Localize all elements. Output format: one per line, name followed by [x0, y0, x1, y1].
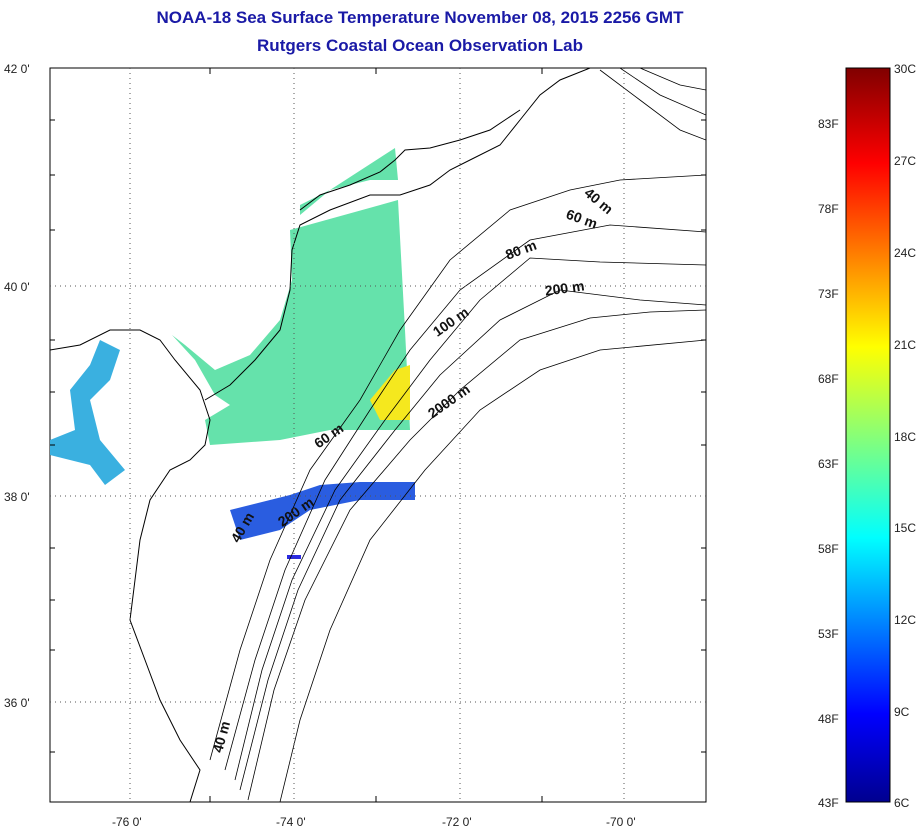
lon-label-70: -70 0' — [606, 815, 636, 829]
colorbar — [845, 67, 891, 803]
sst-swath-chesapeake — [50, 340, 125, 485]
cb-c-18: 18C — [894, 430, 916, 444]
lon-label-74: -74 0' — [276, 815, 306, 829]
cb-f-48: 48F — [818, 712, 839, 726]
contour-2000m — [279, 339, 706, 802]
cb-c-9: 9C — [894, 705, 910, 719]
lat-label-38: 38 0' — [4, 490, 30, 504]
cb-f-63: 63F — [818, 457, 839, 471]
cb-c-15: 15C — [894, 521, 916, 535]
lat-label-42: 42 0' — [4, 62, 30, 76]
cb-f-73: 73F — [818, 287, 839, 301]
coastline — [50, 68, 591, 802]
sst-swath-north — [300, 148, 398, 215]
contour-80m — [234, 257, 706, 781]
contour-shelf-north — [599, 68, 706, 141]
cb-f-58: 58F — [818, 542, 839, 556]
cb-c-24: 24C — [894, 246, 916, 260]
contour-100m — [239, 289, 706, 791]
map-frame — [49, 67, 707, 803]
sst-warm-patch — [370, 365, 410, 420]
contour-label-200m: 200 m — [544, 277, 586, 298]
contour-200m — [247, 309, 706, 801]
cb-f-78: 78F — [818, 202, 839, 216]
cb-f-43: 43F — [818, 796, 839, 810]
lon-label-76: -76 0' — [112, 815, 142, 829]
contour-40m — [209, 174, 706, 761]
colorbar-fahrenheit-labels: 83F 78F 73F 68F 63F 58F 53F 48F 43F — [818, 117, 839, 810]
lat-label-36: 36 0' — [4, 696, 30, 710]
lon-label-72: -72 0' — [442, 815, 472, 829]
cb-c-12: 12C — [894, 613, 916, 627]
contour-label-40m-far-south: 40 m — [209, 719, 233, 754]
map-subtitle: Rutgers Coastal Ocean Observation Lab — [257, 36, 583, 55]
cb-f-53: 53F — [818, 627, 839, 641]
sst-fragment — [287, 555, 301, 559]
map-title: NOAA-18 Sea Surface Temperature November… — [156, 8, 684, 27]
cb-c-30: 30C — [894, 62, 916, 76]
lat-label-40: 40 0' — [4, 280, 30, 294]
sst-swath-south — [230, 482, 415, 540]
cb-f-83: 83F — [818, 117, 839, 131]
contour-60m — [224, 224, 706, 771]
cb-c-21: 21C — [894, 338, 916, 352]
cb-c-6: 6C — [894, 796, 910, 810]
cb-c-27: 27C — [894, 154, 916, 168]
colorbar-celsius-labels: 30C 27C 24C 21C 18C 15C 12C 9C 6C — [894, 62, 916, 810]
ticks — [50, 67, 706, 802]
cb-f-68: 68F — [818, 372, 839, 386]
